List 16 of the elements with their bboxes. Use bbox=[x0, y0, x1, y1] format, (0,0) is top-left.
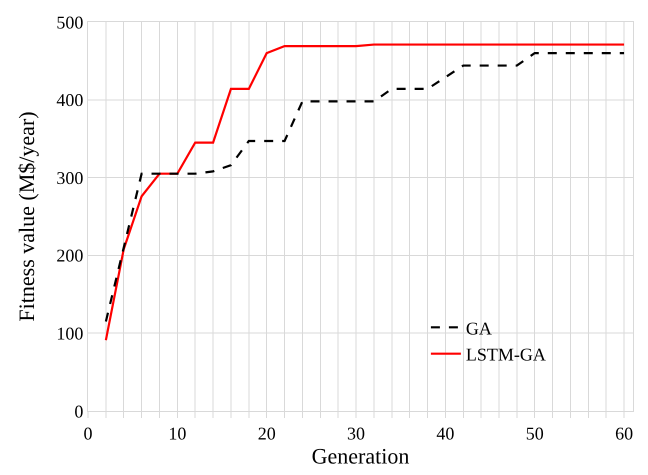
y-tick-label: 300 bbox=[56, 168, 84, 188]
y-axis-title: Fitness value (M$/year) bbox=[14, 111, 40, 322]
y-tick-label: 0 bbox=[74, 401, 84, 422]
x-tick-label: 50 bbox=[526, 424, 544, 444]
x-tick-label: 20 bbox=[258, 424, 276, 444]
y-tick-label: 400 bbox=[56, 90, 84, 110]
y-tick-label: 100 bbox=[56, 324, 84, 344]
legend-label: LSTM-GA bbox=[466, 344, 546, 365]
x-axis-title: Generation bbox=[312, 444, 410, 469]
legend-label: GA bbox=[466, 318, 492, 338]
y-tick-label: 200 bbox=[56, 246, 84, 266]
x-tick-label: 10 bbox=[168, 424, 186, 444]
x-tick-label: 40 bbox=[436, 424, 454, 444]
x-tick-label: 60 bbox=[615, 424, 634, 444]
y-tick-label: 500 bbox=[56, 12, 84, 32]
x-tick-label: 30 bbox=[347, 424, 366, 444]
